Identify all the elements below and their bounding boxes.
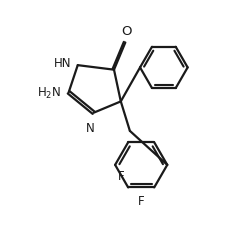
Text: N: N [85,121,94,134]
Text: HN: HN [53,57,71,70]
Text: F: F [117,169,123,182]
Text: F: F [137,195,144,207]
Text: O: O [121,25,131,38]
Text: H$_2$N: H$_2$N [37,85,60,100]
